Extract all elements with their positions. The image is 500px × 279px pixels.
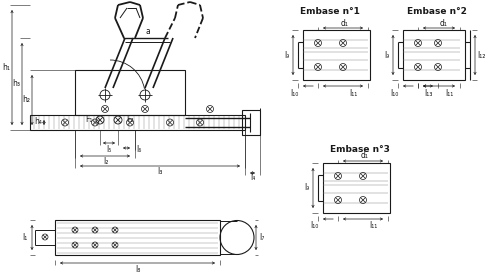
Text: l₁₁: l₁₁ (369, 222, 377, 230)
Text: l₃: l₃ (158, 167, 162, 175)
Text: l₉: l₉ (284, 50, 290, 59)
Text: h₄: h₄ (34, 117, 42, 126)
Text: l₄: l₄ (250, 174, 256, 182)
Text: l₇: l₇ (260, 233, 264, 242)
Bar (403, 30, 465, 80)
Bar (303, 30, 370, 80)
Text: l₆: l₆ (136, 146, 141, 155)
Text: l₁₁: l₁₁ (349, 88, 357, 97)
Text: Embase n°1: Embase n°1 (300, 8, 360, 16)
Text: h₃: h₃ (12, 78, 20, 88)
Text: l₉: l₉ (304, 184, 310, 193)
Text: d₁: d₁ (361, 151, 369, 160)
Text: d₁: d₁ (341, 18, 349, 28)
Bar (55, 220, 220, 255)
Text: l₅: l₅ (106, 145, 112, 153)
Text: l₁₀: l₁₀ (290, 88, 298, 97)
Text: h₁: h₁ (2, 62, 10, 71)
Text: l₁₂: l₁₂ (477, 50, 485, 59)
Text: l₁₀: l₁₀ (310, 222, 318, 230)
Text: l₉: l₉ (384, 50, 390, 59)
Bar (30, 115, 245, 130)
Text: l₁₃: l₁₃ (424, 88, 432, 97)
Text: Embase n°3: Embase n°3 (330, 146, 390, 155)
Bar (242, 110, 260, 135)
Text: F₁: F₁ (86, 116, 93, 124)
Text: l₁₀: l₁₀ (390, 88, 398, 97)
Text: l₈: l₈ (135, 264, 140, 273)
Text: h₂: h₂ (22, 95, 30, 104)
Text: l₁: l₁ (22, 233, 28, 242)
Bar (75, 70, 185, 115)
Bar (323, 163, 390, 213)
Text: l₁₁: l₁₁ (445, 88, 453, 97)
Text: d₁: d₁ (440, 18, 448, 28)
Text: F₂: F₂ (126, 116, 134, 124)
Text: Embase n°2: Embase n°2 (407, 8, 467, 16)
Text: l₂: l₂ (104, 157, 108, 165)
Text: a: a (146, 28, 150, 37)
